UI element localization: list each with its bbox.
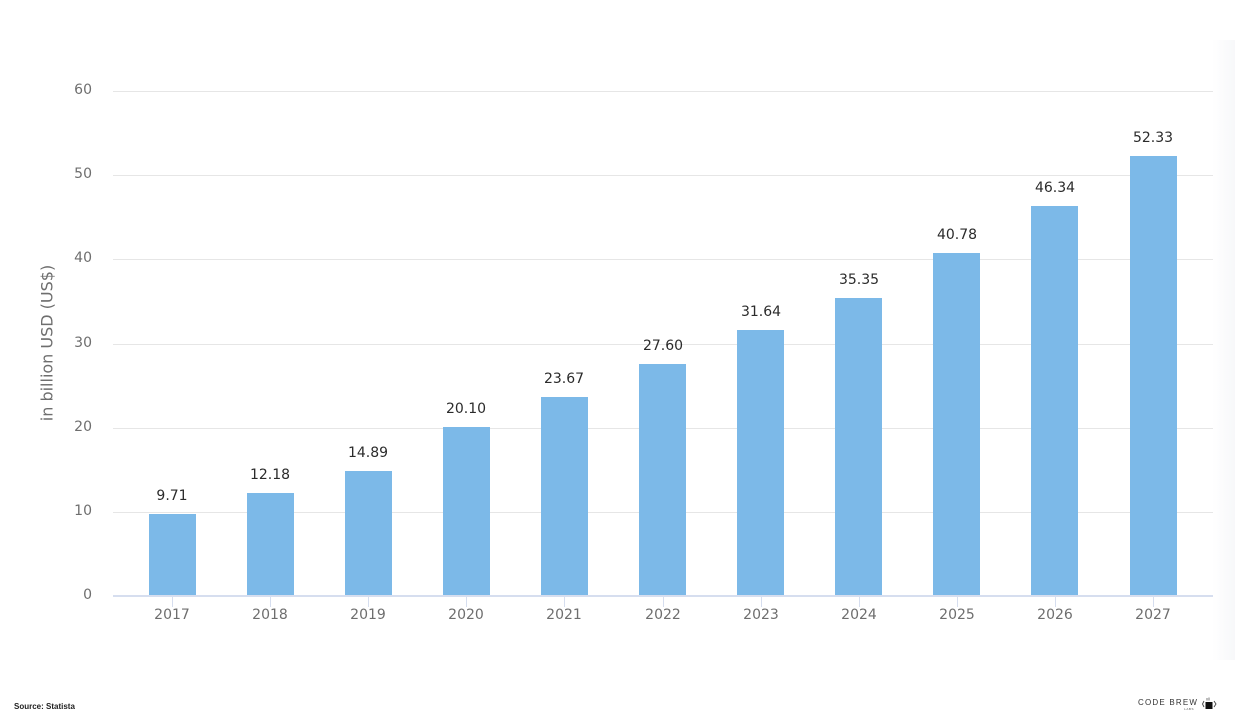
y-tick-label: 30 <box>74 335 92 351</box>
x-tick-label: 2017 <box>154 607 190 623</box>
bar-2021[interactable] <box>541 397 588 596</box>
bar-value-label: 12.18 <box>249 467 291 483</box>
brand-sub: LABS <box>1184 706 1195 711</box>
right-edge-shadow <box>1212 40 1235 660</box>
bar-value-label: 35.35 <box>838 272 880 288</box>
x-tick-mark <box>172 597 173 607</box>
bar-2020[interactable] <box>443 427 490 596</box>
gridline <box>113 175 1213 176</box>
bar-2024[interactable] <box>835 298 882 596</box>
y-tick-label: 40 <box>74 250 92 266</box>
x-tick-mark <box>466 597 467 607</box>
x-tick-mark <box>368 597 369 607</box>
gridline <box>113 259 1213 260</box>
bar-2026[interactable] <box>1031 206 1078 596</box>
bar-value-label: 27.60 <box>642 338 684 354</box>
x-tick-label: 2023 <box>743 607 779 623</box>
x-tick-mark <box>1055 597 1056 607</box>
brand-name: CODE BREW <box>1138 697 1199 707</box>
bar-2019[interactable] <box>345 471 392 596</box>
y-tick-label: 0 <box>83 587 92 603</box>
bar-value-label: 14.89 <box>347 445 389 461</box>
x-tick-label: 2019 <box>350 607 386 623</box>
bar-2027[interactable] <box>1130 156 1177 596</box>
bar-value-label: 9.71 <box>156 488 188 504</box>
brand-logo: CODE BREW LABS <box>1138 696 1219 712</box>
x-tick-mark <box>663 597 664 607</box>
bar-value-label: 52.33 <box>1132 130 1174 146</box>
bar-2022[interactable] <box>639 364 686 596</box>
bar-value-label: 20.10 <box>445 401 487 417</box>
x-tick-label: 2022 <box>645 607 681 623</box>
x-tick-mark <box>859 597 860 607</box>
x-tick-label: 2027 <box>1135 607 1171 623</box>
x-tick-label: 2020 <box>448 607 484 623</box>
x-tick-label: 2018 <box>252 607 288 623</box>
x-tick-mark <box>270 597 271 607</box>
x-tick-mark <box>761 597 762 607</box>
y-tick-label: 50 <box>74 166 92 182</box>
source-note: Source: Statista <box>14 702 75 711</box>
gridline <box>113 91 1213 92</box>
coffee-cup-icon <box>1202 697 1217 709</box>
bar-2025[interactable] <box>933 253 980 596</box>
x-tick-label: 2026 <box>1037 607 1073 623</box>
bar-value-label: 40.78 <box>936 227 978 243</box>
y-tick-label: 10 <box>74 503 92 519</box>
bar-value-label: 23.67 <box>543 371 585 387</box>
x-tick-mark <box>957 597 958 607</box>
x-axis-line <box>113 595 1213 597</box>
bar-2017[interactable] <box>149 514 196 596</box>
bar-2018[interactable] <box>247 493 294 596</box>
x-tick-label: 2025 <box>939 607 975 623</box>
bar-value-label: 31.64 <box>740 304 782 320</box>
x-tick-label: 2024 <box>841 607 877 623</box>
gridline <box>113 344 1213 345</box>
x-tick-mark <box>1153 597 1154 607</box>
bar-value-label: 46.34 <box>1034 180 1076 196</box>
x-tick-mark <box>564 597 565 607</box>
bar-2023[interactable] <box>737 330 784 596</box>
x-tick-label: 2021 <box>546 607 582 623</box>
y-tick-label: 60 <box>74 82 92 98</box>
y-tick-label: 20 <box>74 419 92 435</box>
y-axis-label: in billion USD (US$) <box>37 264 57 422</box>
